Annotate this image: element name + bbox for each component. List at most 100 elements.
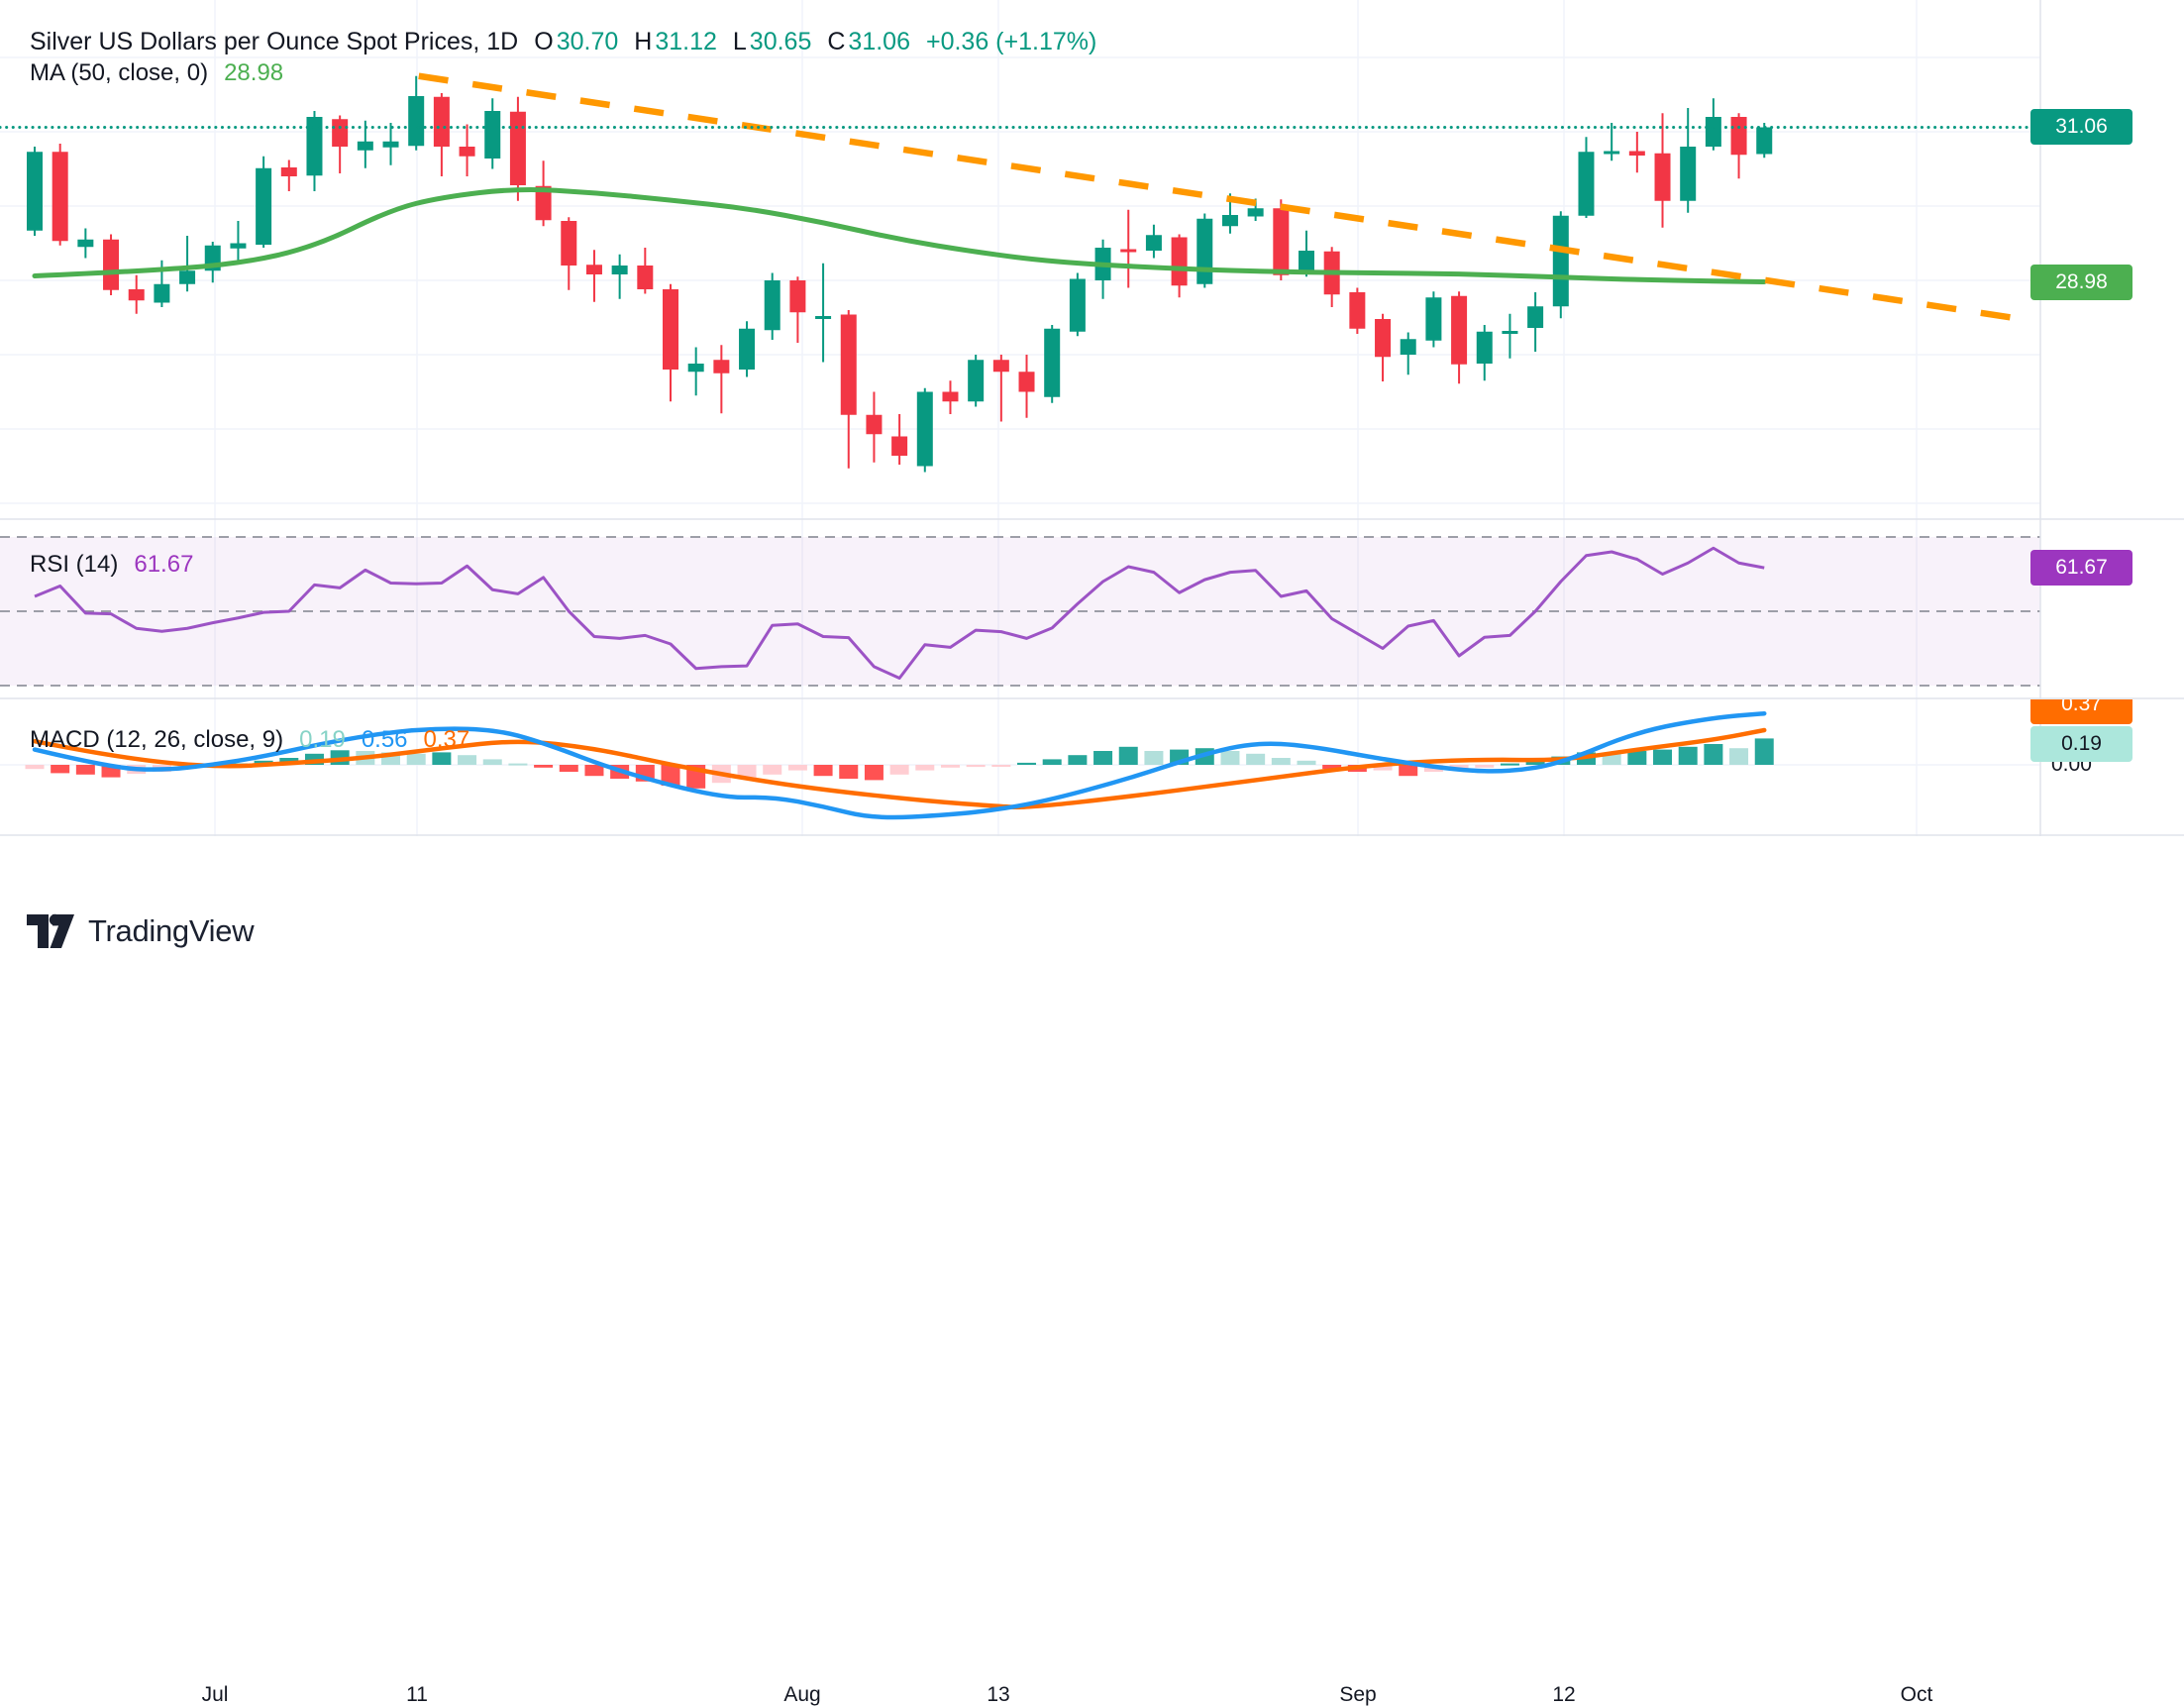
macd-histogram-bar [1500,763,1519,766]
macd-histogram-bar [1602,753,1621,765]
macd-histogram-bar [787,765,807,771]
candle [840,314,857,415]
candle [992,360,1009,373]
chart-canvas[interactable] [0,0,2184,836]
macd-histogram-bar [1653,749,1673,765]
candle [52,152,68,242]
candle [1171,237,1188,286]
time-label: Jul [201,1683,229,1706]
ma-value-badge: 28.98 [2030,265,2132,300]
candle [535,185,552,221]
macd-hist-value: 0.19 [299,726,346,753]
macd-histogram-bar [1525,760,1545,765]
candle [663,289,678,370]
macd-histogram-bar [25,765,45,770]
macd-histogram-bar [839,765,859,779]
candle [27,152,43,231]
candle [509,111,526,185]
rsi-value: 61.67 [134,551,194,578]
macd-histogram-bar [1068,755,1088,765]
candle [561,221,577,266]
candle [256,167,272,245]
macd-signal-badge: 0.37 [2030,699,2132,724]
macd-histogram-bar [915,765,935,771]
time-label: Aug [783,1683,821,1706]
candle [687,364,704,373]
candle [891,436,908,456]
candle [1044,328,1061,397]
rsi-status-line: RSI (14) 61.67 [30,551,193,579]
candle [1756,127,1773,155]
candle [1400,339,1416,355]
candle [154,283,170,303]
candle [1680,147,1697,201]
macd-histogram-bar [534,765,554,768]
macd-histogram-bar [482,759,502,765]
macd-hist-badge: 0.19 [2030,726,2132,762]
candle [230,243,247,249]
ohlc-close: C 31.06 [827,28,910,55]
macd-histogram-bar [458,755,477,765]
macd-histogram-bar [763,765,782,775]
candle [1705,117,1721,147]
ohlc-high: H 31.12 [634,28,717,55]
candle [637,266,654,289]
candle [1604,151,1620,155]
candle [179,270,196,284]
candle [1730,117,1747,156]
candle [1578,152,1595,216]
candle [408,96,425,147]
candle [1145,235,1162,251]
macd-histogram-bar [432,752,452,765]
ohlc-low: L 30.65 [732,28,812,55]
macd-histogram-bar [304,753,324,765]
macd-histogram-bar [559,765,578,772]
ma-label: MA (50, close, 0) [30,59,209,86]
last-price-badge: 31.06 [2030,109,2132,145]
candle [1628,151,1645,156]
tradingview-watermark[interactable]: TradingView [26,913,255,949]
candle [1502,331,1518,334]
candle [1425,297,1442,341]
macd-histogram-bar [1704,744,1723,765]
macd-histogram-bar [1754,738,1774,765]
macd-histogram-bar [889,765,909,775]
macd-histogram-bar [1042,759,1062,765]
candle [1552,215,1569,307]
macd-histogram-bar [508,763,528,766]
change-value: +0.36 (+1.17%) [925,28,1097,55]
candle [1375,319,1392,358]
candle [789,280,806,313]
macd-histogram-bar [1246,753,1266,765]
candle [280,167,297,176]
macd-label: MACD (12, 26, close, 9) [30,726,284,753]
macd-histogram-bar [1373,765,1393,771]
tradingview-logo-text: TradingView [88,913,255,948]
macd-histogram-bar [75,765,95,775]
candle [1476,331,1493,364]
candle [1018,372,1035,392]
candle [433,96,450,147]
rsi-line [34,546,1765,680]
pane-borders [0,0,2184,836]
time-axis[interactable]: Jul 11 Aug 13 Sep 12 Oct [0,837,2040,1706]
candle [764,280,780,331]
symbol-status-line: Silver US Dollars per Ounce Spot Prices,… [30,28,1096,56]
macd-histogram-bar [1093,751,1113,765]
macd-histogram-bar [1399,765,1418,777]
macd-histogram-bar [1322,765,1342,770]
candle [1527,306,1544,328]
candle [1451,295,1468,365]
symbol-title: Silver US Dollars per Ounce Spot Prices,… [30,28,519,55]
candle [1069,278,1086,332]
rsi-value-badge: 61.67 [2030,550,2132,586]
macd-histogram-bar [940,765,960,768]
macd-histogram-bar [813,765,833,777]
candle [1120,249,1137,253]
candle [357,141,373,151]
macd-line-value: 0.56 [361,726,408,753]
macd-histogram-bar [661,765,680,786]
macd-histogram-bar [1297,760,1316,765]
macd-histogram-bar [966,765,986,768]
macd-histogram-bar [737,765,757,779]
